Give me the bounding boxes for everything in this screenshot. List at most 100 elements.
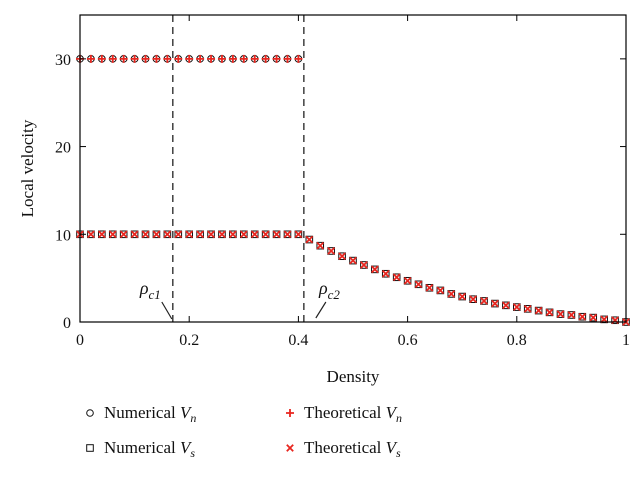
legend-text: Theoretical [304, 438, 386, 457]
data-point [556, 310, 565, 318]
data-point [469, 295, 477, 303]
legend-label: Numerical Vn [104, 403, 196, 425]
data-point [425, 283, 434, 292]
data-point [502, 301, 510, 310]
data-point [239, 54, 248, 63]
rho-c2-symbol: ρ [318, 278, 328, 298]
data-point [196, 230, 204, 239]
axis-titles: Density Local velocity [18, 119, 380, 386]
data-series [76, 54, 630, 326]
data-point [98, 230, 106, 239]
data-point [108, 230, 117, 239]
data-point [98, 230, 106, 239]
legend-marker [86, 409, 94, 417]
data-point [294, 230, 303, 239]
data-point [283, 230, 292, 239]
data-point [272, 54, 281, 63]
legend-label: Theoretical Vn [304, 403, 402, 425]
data-point [185, 230, 193, 239]
legend-subscript: n [190, 411, 196, 425]
legend-item-theoretical-vn: Theoretical Vn [286, 403, 402, 425]
data-point [108, 230, 117, 239]
data-point [425, 283, 434, 292]
data-point [250, 230, 259, 239]
data-point [316, 241, 325, 250]
x-tick-label: 0 [76, 332, 84, 349]
data-point [119, 230, 128, 239]
data-point [294, 230, 303, 239]
data-point [185, 54, 194, 63]
data-point [436, 286, 445, 295]
legend-text: Numerical [104, 403, 180, 422]
data-point [261, 230, 270, 239]
legend-text: Numerical [104, 438, 180, 457]
legend-marker [286, 444, 294, 452]
legend-subscript: s [396, 446, 401, 460]
data-point [578, 312, 587, 321]
data-point [240, 230, 248, 239]
legend-label: Theoretical Vs [304, 438, 401, 460]
data-point [261, 230, 270, 239]
data-point [305, 235, 314, 244]
data-point [196, 230, 204, 239]
data-point [545, 308, 554, 317]
data-point [261, 54, 270, 63]
y-tick-label: 20 [55, 140, 71, 157]
data-point [218, 230, 226, 239]
data-point [239, 230, 248, 239]
data-point [196, 54, 205, 63]
data-point [589, 313, 598, 322]
data-point [556, 310, 565, 318]
data-point [283, 230, 292, 239]
data-point [86, 54, 95, 63]
data-point [611, 316, 619, 325]
data-point [392, 273, 401, 282]
y-axis-label: Local velocity [18, 119, 37, 217]
legend-var: V [180, 403, 193, 422]
data-point [250, 54, 259, 63]
critical-density-lines [172, 15, 305, 322]
legend-marker [86, 444, 94, 452]
data-point [250, 230, 259, 239]
data-point [305, 235, 314, 244]
data-point [523, 305, 532, 313]
data-point [469, 295, 477, 304]
legend-item-theoretical-vs: Theoretical Vs [286, 438, 401, 460]
data-point [152, 230, 161, 239]
rho-c1-symbol: ρ [139, 278, 149, 298]
data-point [327, 247, 335, 255]
legend-var: V [386, 438, 399, 457]
rho-c1-label: ρc1 [139, 278, 161, 302]
data-point [152, 230, 161, 239]
data-point [218, 230, 226, 239]
data-point [163, 230, 172, 239]
data-point [458, 292, 467, 301]
x-tick-label: 0.8 [507, 332, 527, 349]
y-tick-label: 30 [55, 52, 71, 69]
data-point [502, 301, 510, 310]
plot-frame [79, 14, 627, 323]
data-point [294, 54, 303, 63]
rho-c1-subscript: c1 [149, 287, 161, 302]
data-point [458, 292, 466, 301]
data-point [141, 54, 150, 63]
rho-c2-pointer [315, 301, 327, 319]
legend-var: V [386, 403, 399, 422]
data-point [360, 261, 368, 269]
data-point [207, 54, 216, 63]
data-point [578, 312, 587, 321]
data-point [349, 256, 357, 265]
data-point [163, 230, 172, 239]
data-point [174, 54, 183, 63]
series-theoretical-vs [76, 230, 630, 326]
legend-var: V [180, 438, 193, 457]
annotations: ρc1 ρc2 [139, 278, 340, 320]
legend-marker [286, 409, 294, 417]
legend-label: Numerical Vs [104, 438, 195, 460]
data-point [163, 54, 172, 63]
data-point [447, 290, 456, 298]
data-point [436, 286, 445, 295]
